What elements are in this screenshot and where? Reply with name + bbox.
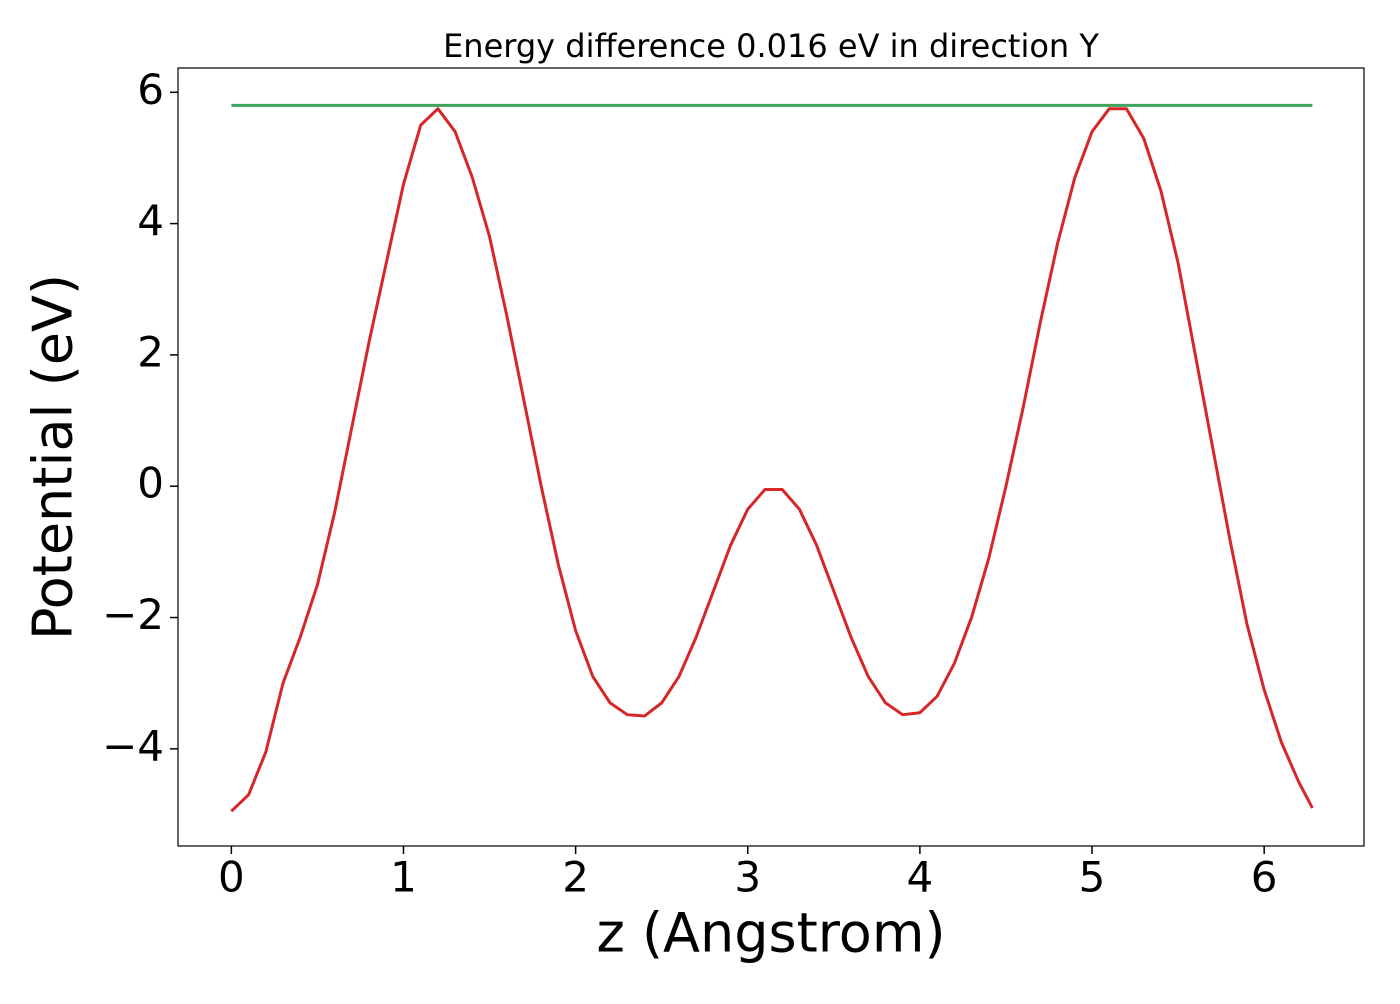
chart-title: Energy difference 0.016 eV in direction … (443, 27, 1099, 65)
y-tick-label: 0 (137, 459, 164, 508)
x-axis-label: z (Angstrom) (596, 902, 945, 965)
x-tick-label: 5 (1079, 853, 1106, 902)
y-tick-label: −4 (102, 721, 164, 770)
x-tick-label: 2 (562, 853, 589, 902)
x-tick-label: 6 (1251, 853, 1278, 902)
x-tick-label: 1 (390, 853, 417, 902)
line-series (230, 107, 1314, 813)
x-tick-label: 3 (734, 853, 761, 902)
x-tick-label: 0 (218, 853, 245, 902)
y-tick-label: 6 (137, 65, 164, 114)
y-tick-label: 4 (137, 196, 164, 245)
plot-frame (177, 67, 1365, 847)
x-tick-label: 4 (907, 853, 934, 902)
y-tick-label: −2 (102, 590, 164, 639)
y-tick-label: 2 (137, 327, 164, 376)
y-axis-label: Potential (eV) (22, 274, 85, 640)
